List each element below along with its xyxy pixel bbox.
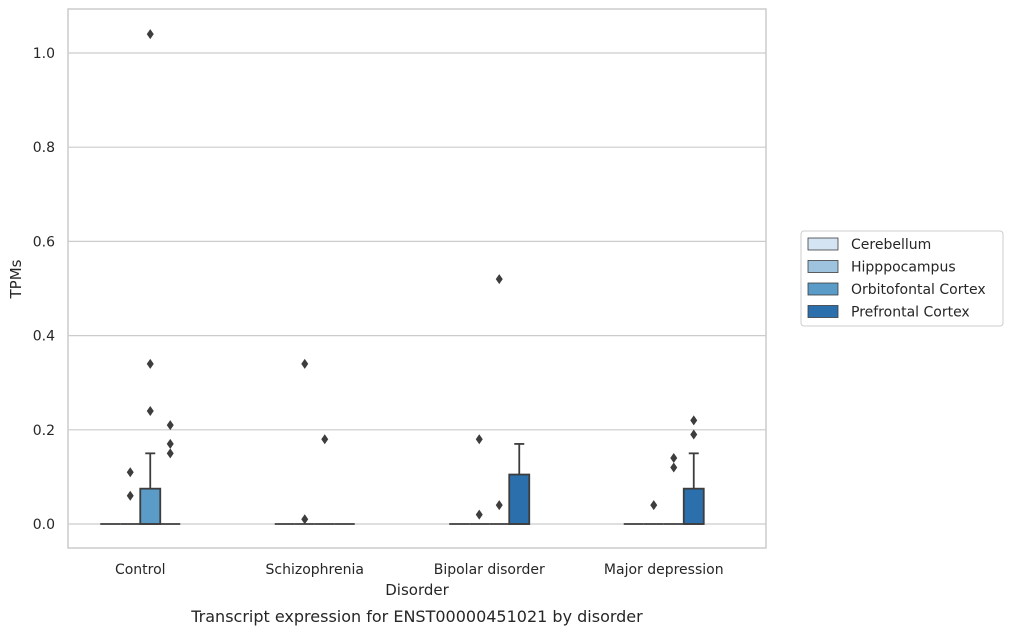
- outlier-point: [146, 29, 154, 40]
- box-plots: [100, 29, 705, 525]
- outlier-point: [126, 490, 134, 501]
- box-hipppocampus: [643, 500, 664, 525]
- box-prefrontal-cortex: [508, 443, 531, 525]
- outlier-point: [146, 405, 154, 416]
- box-orbitofontal-cortex: [663, 453, 684, 525]
- outlier-point: [475, 509, 483, 520]
- x-tick-label: Bipolar disorder: [434, 562, 545, 578]
- x-tick-label: Schizophrenia: [266, 562, 364, 578]
- y-tick-label: 0.6: [33, 234, 55, 250]
- legend-swatch: [807, 260, 839, 273]
- outlier-point: [166, 420, 174, 431]
- outlier-point: [146, 358, 154, 369]
- box-body: [682, 487, 705, 525]
- legend: Cerebellum Hipppocampus Orbitofontal Corte…: [800, 230, 1004, 327]
- box-body: [508, 473, 531, 525]
- x-tick-label: Major depression: [604, 562, 724, 578]
- y-tick-labels: 0.0 0.2 0.4 0.6 0.8 1.0: [33, 46, 55, 533]
- outlier-point: [301, 358, 309, 369]
- y-tick-label: 0.8: [33, 140, 55, 156]
- outlier-point: [670, 453, 678, 464]
- legend-swatch: [807, 282, 839, 296]
- legend-label: Orbitofontal Cortex: [851, 282, 986, 298]
- outlier-point: [321, 434, 329, 445]
- box-orbitofontal-cortex: [139, 29, 162, 525]
- box-prefrontal-cortex: [682, 415, 705, 525]
- box-orbitofontal-cortex: [489, 274, 510, 525]
- outlier-point: [126, 467, 134, 478]
- y-tick-label: 0.0: [33, 517, 55, 533]
- outlier-point: [670, 462, 678, 473]
- box-hipppocampus: [294, 358, 315, 525]
- chart-caption: Transcript expression for ENST0000045102…: [190, 607, 643, 626]
- outlier-point: [495, 500, 503, 511]
- box-prefrontal-cortex: [160, 420, 181, 525]
- x-axis-title: Disorder: [385, 581, 449, 599]
- outlier-point: [690, 415, 698, 426]
- x-tick-labels: Control Schizophrenia Bipolar disorder Majo…: [115, 562, 724, 578]
- outlier-point: [690, 429, 698, 440]
- outlier-point: [495, 274, 503, 285]
- legend-label: Prefrontal Cortex: [851, 305, 970, 321]
- y-tick-label: 0.4: [33, 329, 55, 345]
- y-tick-label: 1.0: [33, 46, 55, 62]
- legend-swatch: [807, 305, 839, 318]
- plot-area-frame: [67, 8, 767, 549]
- y-tick-label: 0.2: [33, 423, 55, 439]
- box-hipppocampus: [469, 434, 490, 525]
- legend-label: Hipppocampus: [851, 260, 956, 276]
- box-orbitofontal-cortex: [314, 434, 335, 525]
- outlier-point: [650, 500, 658, 511]
- box-hipppocampus: [120, 467, 141, 525]
- outlier-point: [475, 434, 483, 445]
- outlier-point: [166, 448, 174, 459]
- box-body: [139, 487, 162, 525]
- outlier-point: [166, 438, 174, 449]
- outlier-point: [301, 514, 309, 525]
- y-axis-title: TPMs: [7, 259, 25, 299]
- legend-swatch: [807, 237, 839, 251]
- legend-frame: [800, 230, 1004, 327]
- x-tick-label: Control: [115, 562, 166, 578]
- legend-label: Cerebellum: [851, 237, 931, 253]
